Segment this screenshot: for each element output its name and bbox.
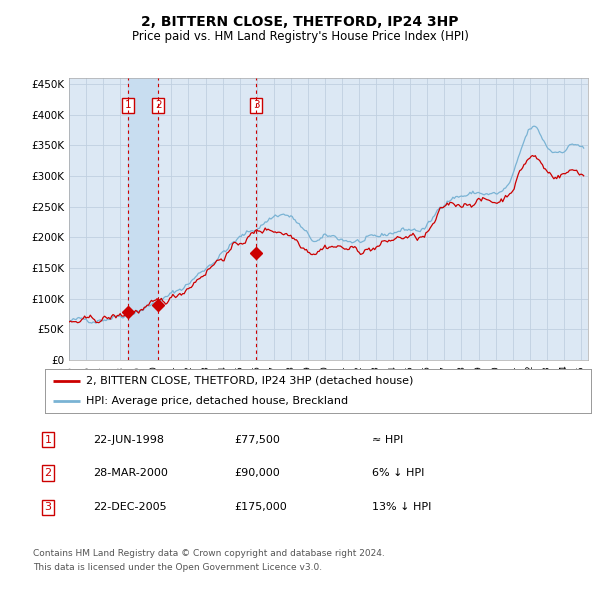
Text: 2, BITTERN CLOSE, THETFORD, IP24 3HP: 2, BITTERN CLOSE, THETFORD, IP24 3HP [141,15,459,30]
Text: This data is licensed under the Open Government Licence v3.0.: This data is licensed under the Open Gov… [33,563,322,572]
Text: ≈ HPI: ≈ HPI [372,435,403,444]
Text: £77,500: £77,500 [234,435,280,444]
Text: 6% ↓ HPI: 6% ↓ HPI [372,468,424,478]
Text: 3: 3 [253,100,260,110]
Text: 1: 1 [44,435,52,444]
Text: 3: 3 [44,503,52,512]
Text: Price paid vs. HM Land Registry's House Price Index (HPI): Price paid vs. HM Land Registry's House … [131,30,469,43]
Text: 2, BITTERN CLOSE, THETFORD, IP24 3HP (detached house): 2, BITTERN CLOSE, THETFORD, IP24 3HP (de… [86,376,413,386]
Bar [128,78,158,360]
Text: 28-MAR-2000: 28-MAR-2000 [93,468,168,478]
Text: 13% ↓ HPI: 13% ↓ HPI [372,503,431,512]
Text: HPI: Average price, detached house, Breckland: HPI: Average price, detached house, Brec… [86,396,348,406]
Text: £175,000: £175,000 [234,503,287,512]
Text: 22-DEC-2005: 22-DEC-2005 [93,503,167,512]
Text: 22-JUN-1998: 22-JUN-1998 [93,435,164,444]
Text: 2: 2 [44,468,52,478]
Text: 2: 2 [155,100,161,110]
Text: Contains HM Land Registry data © Crown copyright and database right 2024.: Contains HM Land Registry data © Crown c… [33,549,385,558]
Text: £90,000: £90,000 [234,468,280,478]
Text: 1: 1 [125,100,131,110]
